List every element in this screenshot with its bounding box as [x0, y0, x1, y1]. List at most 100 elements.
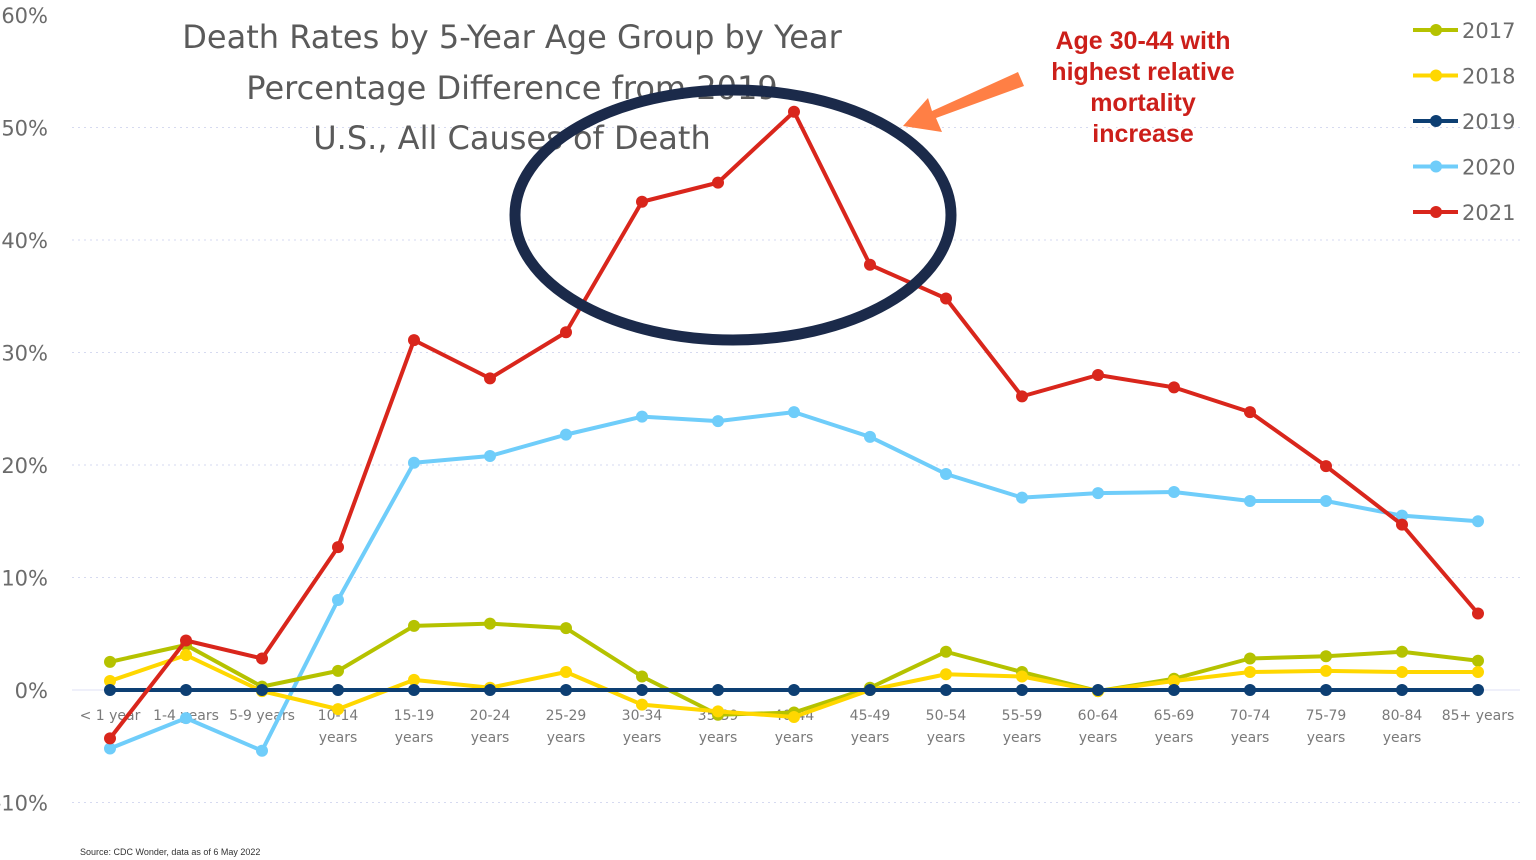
- annotation-text: Age 30-44 with highest relative mortalit…: [1049, 25, 1236, 150]
- data-point: [408, 334, 420, 347]
- x-tick-label: years: [623, 730, 662, 746]
- x-tick-label: 45-49: [850, 708, 891, 724]
- series-line: [109, 621, 1479, 717]
- gridlines: [72, 127, 1520, 803]
- data-point: [1396, 666, 1408, 678]
- legend-item-2020: 2020: [1413, 156, 1515, 180]
- data-point: [1396, 509, 1408, 522]
- y-tick-label: 20%: [1, 454, 48, 478]
- data-point: [484, 684, 496, 696]
- data-point: [484, 450, 496, 462]
- data-point: [332, 703, 344, 716]
- data-point: [1168, 381, 1180, 394]
- title-line-1: Death Rates by 5-Year Age Group by Year: [182, 18, 842, 56]
- x-tick-label: years: [319, 730, 358, 746]
- data-point: [484, 617, 496, 630]
- data-point: [1472, 666, 1484, 678]
- data-point: [636, 195, 648, 208]
- x-tick-label: years: [1003, 730, 1042, 746]
- data-point: [1472, 684, 1484, 696]
- data-point: [104, 675, 116, 687]
- data-point: [560, 326, 572, 339]
- series-2019: [104, 684, 1484, 696]
- svg-text:highest relative: highest relative: [1051, 58, 1234, 86]
- data-point: [636, 684, 648, 696]
- data-point: [1396, 684, 1408, 696]
- x-tick-label: years: [699, 730, 738, 746]
- data-point: [560, 622, 572, 635]
- legend-marker-icon: [1430, 160, 1442, 173]
- data-point: [1092, 684, 1104, 696]
- series-lines: [104, 105, 1484, 757]
- legend-label: 2021: [1462, 201, 1515, 225]
- svg-text:Age 30-44 with: Age 30-44 with: [1055, 27, 1230, 55]
- y-tick-label: 10%: [1, 567, 48, 591]
- data-point: [256, 744, 268, 757]
- data-point: [1092, 369, 1104, 381]
- series-2020: [104, 406, 1484, 757]
- data-point: [1244, 495, 1256, 507]
- x-tick-label: 50-54: [926, 708, 967, 724]
- data-point: [1092, 487, 1104, 500]
- data-point: [408, 673, 420, 686]
- svg-text:increase: increase: [1092, 120, 1194, 148]
- data-point: [1168, 486, 1180, 498]
- data-point: [104, 732, 116, 745]
- legend-item-2018: 2018: [1413, 65, 1515, 89]
- data-point: [712, 415, 724, 428]
- data-point: [940, 684, 952, 696]
- data-point: [1244, 684, 1256, 696]
- x-tick-label: 10-14: [318, 708, 359, 724]
- x-tick-label: 25-29: [546, 708, 587, 724]
- data-point: [1016, 684, 1028, 696]
- data-point: [1472, 607, 1484, 620]
- title-line-3: U.S., All Causes of Death: [313, 119, 710, 157]
- data-point: [864, 430, 876, 443]
- data-point: [940, 292, 952, 305]
- data-point: [104, 684, 116, 696]
- data-point: [180, 649, 192, 662]
- x-axis: < 1 year 1-4 years 5-9 years 10-14years15-1…: [80, 708, 1515, 746]
- data-point: [560, 684, 572, 696]
- x-tick-label: years: [1307, 730, 1346, 746]
- y-tick-label: 50%: [1, 117, 48, 141]
- data-point: [1472, 654, 1484, 667]
- data-point: [1168, 675, 1180, 687]
- source-note: Source: CDC Wonder, data as of 6 May 202…: [80, 847, 260, 857]
- data-point: [1244, 406, 1256, 419]
- series-2017: [104, 617, 1484, 721]
- x-tick-label: 55-59: [1002, 708, 1043, 724]
- data-point: [940, 668, 952, 681]
- legend-label: 2018: [1462, 65, 1515, 89]
- data-point: [180, 634, 192, 647]
- data-point: [332, 594, 344, 606]
- data-point: [864, 684, 876, 696]
- x-tick-label: 70-74: [1230, 708, 1271, 724]
- data-point: [788, 711, 800, 723]
- data-point: [636, 698, 648, 711]
- data-point: [180, 712, 192, 725]
- x-tick-label: years: [775, 730, 814, 746]
- legend-item-2019: 2019: [1413, 110, 1515, 134]
- data-point: [408, 619, 420, 632]
- data-point: [332, 684, 344, 696]
- x-tick-label: 65-69: [1154, 708, 1195, 724]
- x-tick-label: 15-19: [394, 708, 435, 724]
- data-point: [1168, 684, 1180, 696]
- x-tick-label: 30-34: [622, 708, 663, 724]
- y-tick-label: 30%: [1, 342, 48, 366]
- legend-item-2017: 2017: [1413, 19, 1515, 43]
- data-point: [1244, 666, 1256, 678]
- data-point: [332, 664, 344, 677]
- data-point: [104, 742, 116, 755]
- data-point: [1320, 650, 1332, 663]
- legend-label: 2020: [1462, 156, 1515, 180]
- y-tick-label: 0%: [15, 679, 48, 703]
- data-point: [712, 705, 724, 718]
- legend-label: 2017: [1462, 19, 1515, 43]
- x-tick-label: 85+ years: [1442, 708, 1515, 724]
- annotation-arrow: [903, 72, 1024, 132]
- x-tick-label: 60-64: [1078, 708, 1119, 724]
- data-point: [940, 645, 952, 658]
